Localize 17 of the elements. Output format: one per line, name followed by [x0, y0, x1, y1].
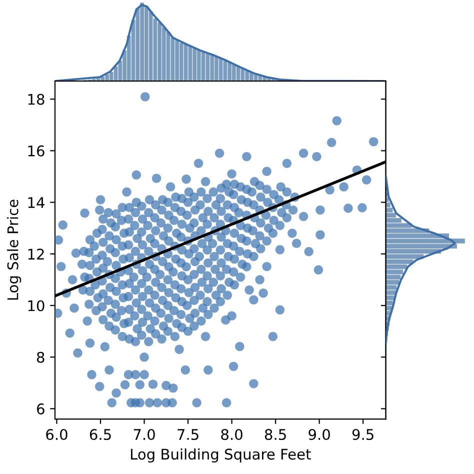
- y-tick-label: 12: [28, 248, 44, 260]
- y-tick-label: 18: [28, 94, 44, 105]
- y-tick-label: 8: [36, 352, 44, 363]
- x-tick-label: 7.0: [134, 428, 155, 440]
- y-tick-label: 14: [28, 197, 44, 208]
- x-tick-label: 6.5: [90, 428, 111, 440]
- y-tick-label: 10: [28, 300, 44, 312]
- y-tick-label: 16: [28, 145, 44, 156]
- y-axis-title: Log Sale Price: [7, 200, 22, 300]
- x-axis-title: Log Building Square Feet: [130, 448, 311, 463]
- x-tick-label: 8.0: [221, 428, 242, 440]
- y-tick-label: 6: [37, 403, 44, 414]
- x-tick-label: 8.5: [264, 428, 286, 440]
- x-tick-label: 9.5: [352, 428, 374, 440]
- x-tick-label: 7.5: [178, 429, 198, 440]
- x-tick-label: 6.0: [46, 428, 68, 440]
- x-tick-label: 9.0: [308, 428, 330, 440]
